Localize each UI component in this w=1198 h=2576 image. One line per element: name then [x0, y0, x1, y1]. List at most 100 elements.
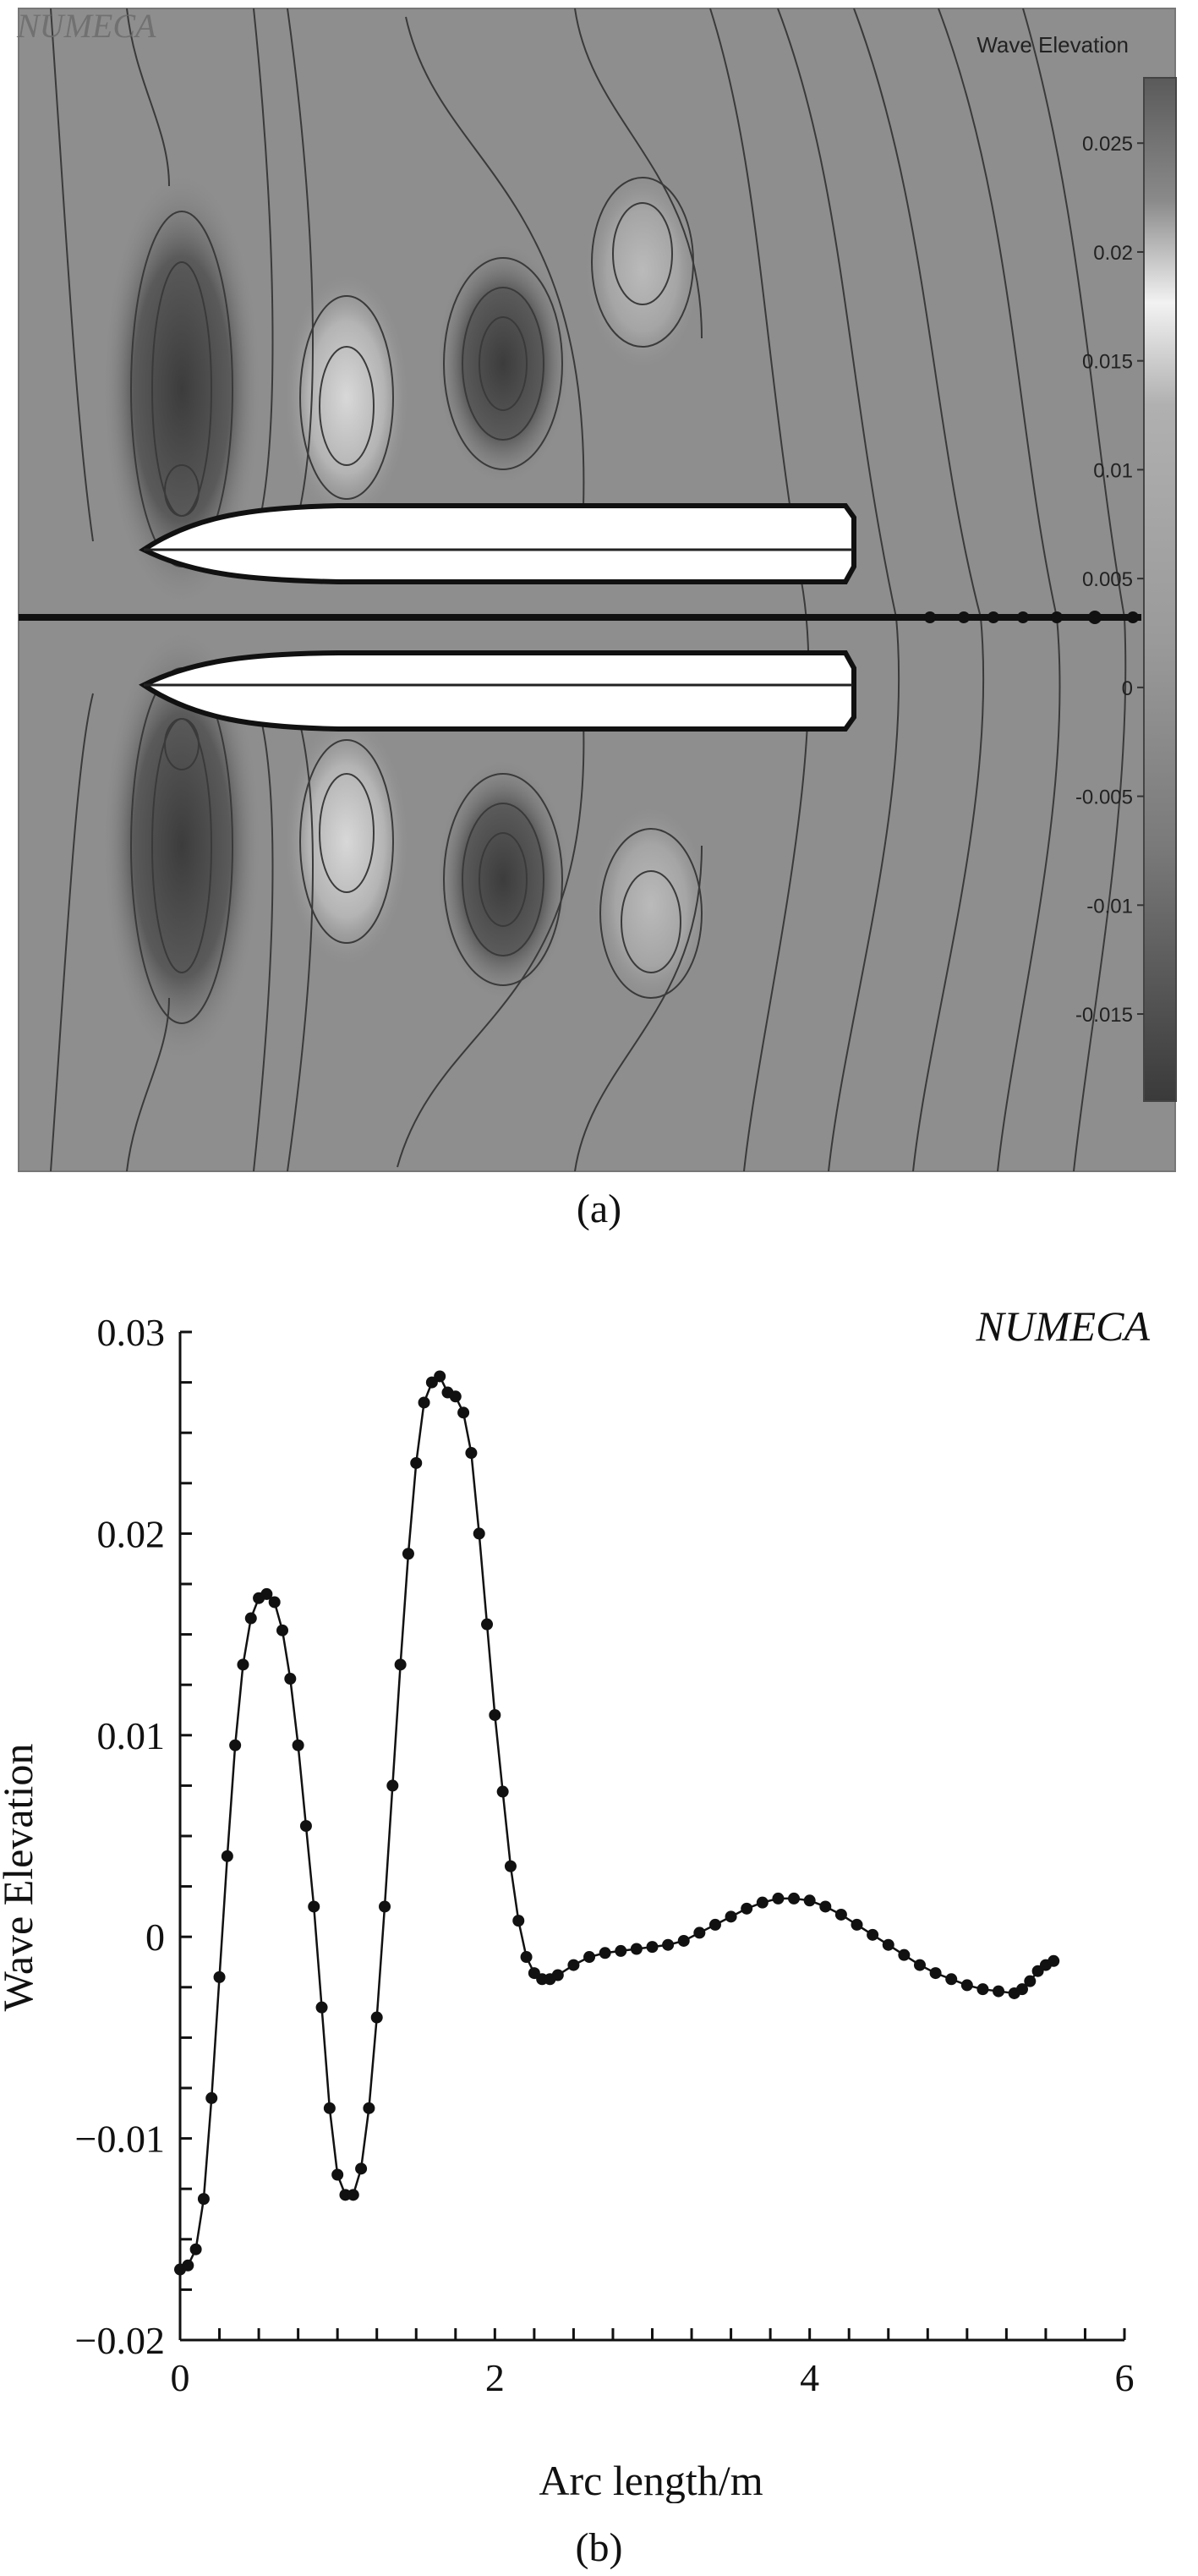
data-point	[213, 1970, 226, 1983]
contour-field	[19, 8, 1141, 1171]
series-line	[179, 1374, 1054, 2271]
data-point	[496, 1785, 509, 1798]
data-point	[244, 1612, 257, 1625]
data-point	[268, 1596, 281, 1609]
data-point	[292, 1739, 304, 1751]
wave-profile-chart: 0.030.020.010−0.01−0.020 2 4 6 NUMECA Arc l…	[0, 1302, 1150, 2503]
x-tick-label: 4	[800, 2356, 819, 2399]
data-point	[741, 1902, 753, 1915]
data-point	[379, 1900, 391, 1913]
data-point	[834, 1908, 847, 1921]
data-point	[898, 1948, 911, 1961]
data-point	[355, 2162, 368, 2175]
data-point	[819, 1900, 832, 1913]
x-tick-label: 2	[485, 2356, 505, 2399]
y-tick-label: 0	[145, 1916, 165, 1959]
data-point	[182, 2259, 194, 2272]
data-point	[803, 1894, 816, 1907]
data-point	[662, 1938, 675, 1951]
data-point	[520, 1951, 533, 1964]
x-axis-label: Arc length/m	[539, 2457, 763, 2503]
color-bar-tick-label: -0.01	[1086, 895, 1133, 918]
data-point	[945, 1973, 958, 1986]
data-point	[1024, 1975, 1037, 1987]
data-point	[315, 2001, 328, 2014]
data-point	[370, 2011, 383, 2024]
data-point	[615, 1944, 627, 1957]
color-bar-ticks: 0.025 0.02 0.015 0.01 0.005 0 -0.005 -0.01 -0.01…	[1075, 133, 1144, 1027]
series-points	[174, 1370, 1060, 2276]
crest-upper	[283, 271, 410, 524]
caption-b: (b)	[575, 2525, 623, 2570]
data-point	[189, 2243, 202, 2255]
wave-contour-panel: NUMECA Wave Elevation 0.025 0.02 0.015 0.01…	[16, 7, 1177, 1172]
data-point	[583, 1951, 596, 1964]
crest-lower	[283, 715, 410, 968]
data-point	[394, 1658, 407, 1671]
data-point	[976, 1983, 989, 1996]
data-point	[434, 1370, 446, 1383]
data-point	[363, 2102, 375, 2114]
data-point	[708, 1918, 721, 1931]
data-point	[473, 1527, 485, 1540]
data-point	[867, 1928, 879, 1941]
color-bar-tick-label: -0.015	[1075, 1004, 1133, 1027]
watermark: NUMECA	[16, 7, 156, 45]
data-point	[693, 1927, 706, 1939]
sampling-points	[924, 611, 1139, 624]
y-tick-label: 0.02	[97, 1512, 166, 1555]
color-bar-tick-label: 0.015	[1082, 351, 1133, 374]
legend-title: Wave Elevation	[976, 32, 1129, 58]
data-point	[386, 1779, 399, 1792]
data-point	[308, 1900, 320, 1913]
data-point	[630, 1943, 643, 1955]
data-point	[960, 1979, 973, 1992]
color-bar-tick-label: -0.005	[1075, 787, 1133, 809]
data-point	[851, 1918, 863, 1931]
crest-far-upper	[583, 169, 702, 372]
trough-mid-lower	[435, 757, 571, 1002]
data-point	[788, 1892, 801, 1905]
data-point	[882, 1938, 894, 1951]
y-tick-label: −0.02	[75, 2319, 165, 2362]
data-point	[205, 2091, 218, 2104]
data-point	[1015, 1983, 1028, 1996]
data-point	[512, 1915, 525, 1927]
color-bar-tick-label: 0.02	[1093, 242, 1133, 265]
data-point	[299, 1820, 312, 1833]
data-point	[1048, 1954, 1060, 1967]
data-point	[331, 2168, 344, 2181]
data-point	[260, 1587, 273, 1600]
y-tick-label: −0.01	[75, 2118, 165, 2161]
y-axis-label: Wave Elevation	[0, 1744, 41, 2012]
data-point	[646, 1941, 659, 1954]
y-tick-label: 0.03	[97, 1311, 166, 1354]
data-point	[567, 1959, 580, 1971]
data-point	[929, 1967, 942, 1980]
data-point	[410, 1456, 423, 1469]
chart-title: NUMECA	[975, 1302, 1150, 1350]
data-point	[457, 1406, 470, 1419]
chart-axes: 0.030.020.010−0.01−0.020 2 4 6	[75, 1311, 1135, 2399]
color-bar-tick-label: 0.025	[1082, 133, 1133, 156]
trough-mid-upper	[435, 241, 571, 486]
data-point	[418, 1396, 430, 1409]
hull-lower	[139, 650, 856, 732]
data-point	[913, 1959, 926, 1971]
data-point	[221, 1850, 233, 1862]
data-point	[677, 1934, 690, 1947]
color-bar	[1143, 77, 1177, 1102]
color-bar-tick-label: 0.005	[1082, 568, 1133, 591]
data-point	[599, 1947, 611, 1959]
data-point	[402, 1548, 414, 1560]
data-point	[465, 1447, 478, 1460]
hull-upper	[139, 503, 856, 584]
data-point	[504, 1860, 517, 1872]
color-bar-tick-label: 0.01	[1093, 459, 1133, 482]
data-point	[772, 1892, 785, 1905]
x-tick-label: 0	[171, 2356, 190, 2399]
data-point	[229, 1739, 242, 1751]
data-point	[284, 1673, 297, 1685]
data-point	[347, 2189, 359, 2201]
color-bar-tick-label: 0	[1122, 677, 1133, 700]
